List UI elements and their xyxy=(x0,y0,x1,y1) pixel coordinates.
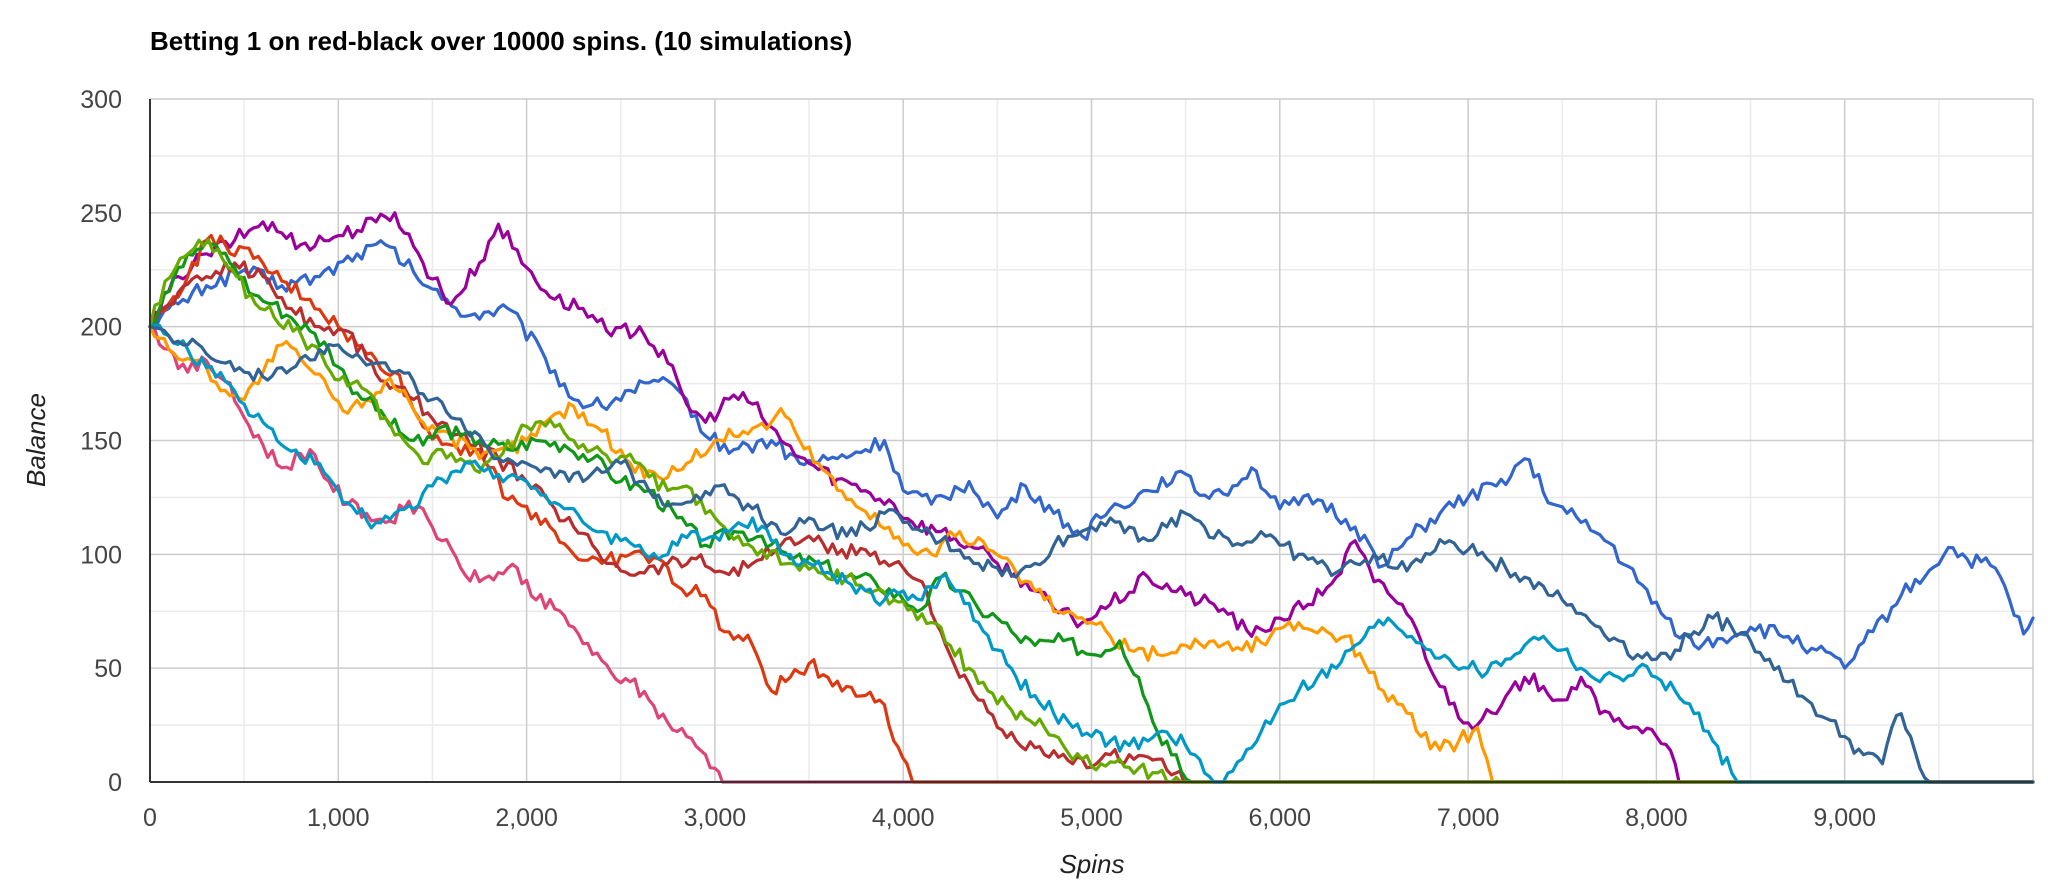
x-tick-label: 7,000 xyxy=(1437,804,1500,832)
x-tick-label: 5,000 xyxy=(1060,804,1123,832)
series-line-9 xyxy=(148,323,2035,784)
x-tick-label: 0 xyxy=(143,804,157,832)
x-axis-title: Spins xyxy=(1059,849,1124,879)
series-line-10 xyxy=(148,325,2035,784)
y-tick-label: 150 xyxy=(80,428,122,456)
y-tick-label: 300 xyxy=(80,86,122,114)
x-tick-label: 3,000 xyxy=(684,804,747,832)
y-tick-label: 200 xyxy=(80,314,122,342)
x-tick-label: 9,000 xyxy=(1813,804,1876,832)
x-tick-label: 1,000 xyxy=(307,804,370,832)
y-tick-label: 0 xyxy=(108,769,122,797)
y-tick-label: 50 xyxy=(94,655,122,683)
axes xyxy=(149,99,2033,783)
x-tick-label: 6,000 xyxy=(1249,804,1312,832)
x-tick-label: 2,000 xyxy=(495,804,558,832)
x-tick-label: 8,000 xyxy=(1625,804,1688,832)
y-tick-label: 100 xyxy=(80,541,122,569)
series-line-1 xyxy=(148,239,2035,670)
x-axis-ticks: 0 1,000 2,000 3,000 4,000 5,000 6,000 7,000 8,00… xyxy=(143,804,1876,832)
y-tick-label: 250 xyxy=(80,200,122,228)
chart-title: Betting 1 on red-black over 10000 spins.… xyxy=(150,26,852,56)
x-tick-label: 4,000 xyxy=(872,804,935,832)
y-axis-title: Balance xyxy=(21,393,51,487)
y-axis-ticks: 0 50 100 150 200 250 300 xyxy=(80,86,122,797)
